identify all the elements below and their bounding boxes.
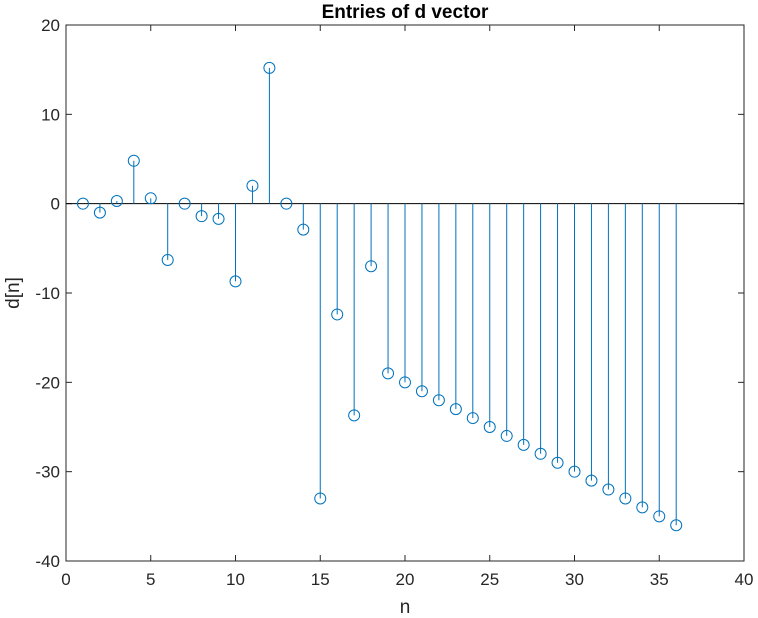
stem-marker (551, 456, 564, 469)
stem-marker (280, 197, 293, 210)
stem-marker (483, 421, 496, 433)
x-tick-label: 20 (396, 570, 415, 589)
stem-marker (399, 376, 411, 389)
stem-marker (382, 367, 395, 380)
stem-marker (534, 447, 547, 460)
stem-marker (449, 403, 462, 416)
stem-marker (144, 192, 157, 205)
stem-marker (432, 394, 445, 407)
chart-title: Entries of d vector (322, 2, 489, 23)
stem-marker (161, 253, 174, 266)
y-tick-label: 0 (51, 195, 60, 214)
stem-marker (348, 409, 361, 422)
x-tick-label: 25 (480, 570, 499, 589)
x-tick-label: 40 (735, 570, 754, 589)
x-tick-label: 30 (565, 570, 584, 589)
x-tick-label: 10 (226, 570, 245, 589)
y-tick-label: 10 (41, 105, 60, 124)
y-tick-label: -30 (35, 463, 60, 482)
stem-marker (670, 519, 683, 532)
stem-marker (619, 492, 632, 505)
x-tick-label: 0 (61, 570, 70, 589)
x-tick-label: 35 (650, 570, 669, 589)
stem-marker (76, 197, 89, 210)
stem-marker (178, 197, 191, 210)
stem-marker (110, 194, 123, 207)
stem-marker (636, 501, 649, 514)
y-tick-label: -40 (35, 552, 60, 571)
stem-marker (365, 260, 378, 273)
stem-marker (314, 492, 327, 505)
stem-marker (246, 179, 259, 192)
stem-marker (331, 308, 344, 321)
stem-marker (195, 210, 208, 223)
stem-marker (568, 465, 581, 478)
stem-marker (500, 429, 513, 442)
stem-marker (212, 212, 225, 225)
stem-marker (263, 61, 276, 74)
stem-marker (585, 474, 598, 487)
stem-marker (517, 438, 530, 451)
stem-marker (93, 206, 106, 219)
stem-marker (297, 223, 310, 236)
x-tick-label: 5 (146, 570, 155, 589)
stem-marker (127, 154, 140, 167)
stem-marker (602, 483, 615, 496)
y-tick-label: -10 (35, 284, 60, 303)
stem-marker (415, 385, 428, 398)
stem-marker (653, 510, 666, 523)
x-tick-label: 15 (311, 570, 330, 589)
y-tick-label: -20 (35, 373, 60, 392)
y-tick-label: 20 (41, 16, 60, 35)
stem-marker (229, 275, 242, 288)
y-axis-label: d[n] (3, 277, 24, 309)
x-axis-label: n (400, 597, 411, 618)
stem-marker (466, 412, 479, 425)
